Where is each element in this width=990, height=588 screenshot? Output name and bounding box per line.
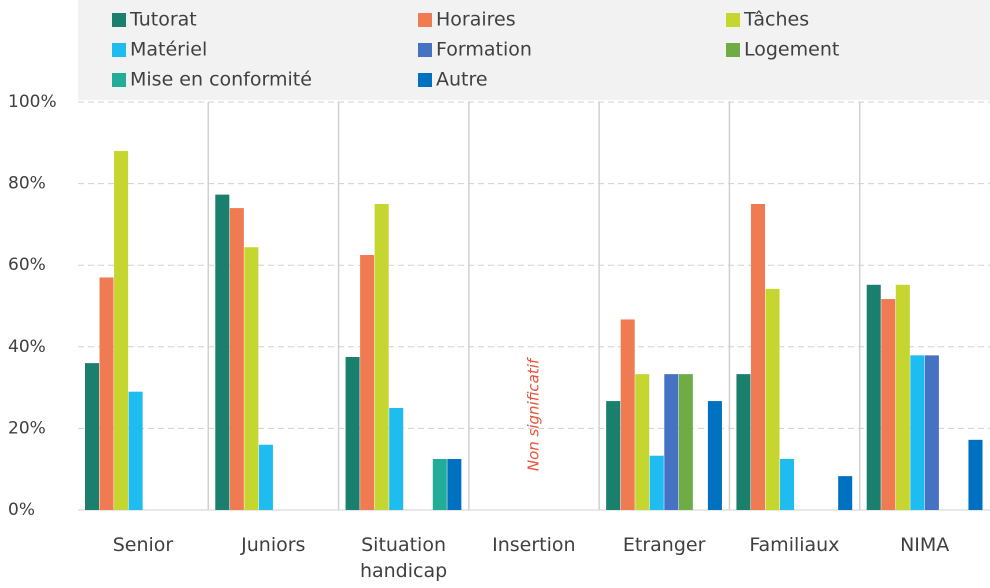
bar [881, 299, 896, 510]
bar [968, 439, 983, 510]
bar [258, 444, 273, 510]
bar [432, 459, 447, 510]
y-tick-label: 80% [8, 174, 46, 194]
bar [215, 194, 230, 510]
bar [765, 288, 780, 510]
x-tick-label: Juniors [241, 534, 306, 556]
bar [707, 401, 722, 510]
y-tick-label: 0% [8, 500, 35, 520]
bar [664, 374, 679, 510]
bar [924, 355, 939, 510]
legend-label: Tutorat [129, 9, 197, 31]
bar [606, 401, 621, 510]
legend-background [78, 0, 990, 100]
bar [447, 459, 462, 510]
x-tick-label: Situation handicap [359, 534, 448, 582]
legend-label: Autre [436, 69, 488, 91]
legend-marker [418, 43, 432, 57]
bar [229, 208, 244, 510]
bar [85, 363, 100, 510]
bar [895, 284, 910, 510]
legend-label: Formation [436, 39, 532, 61]
y-tick-label: 20% [8, 418, 46, 438]
x-tick-label: Insertion [492, 534, 576, 556]
y-tick-label: 100% [8, 92, 57, 112]
bar [99, 277, 114, 510]
legend-marker [112, 13, 126, 27]
bar [389, 408, 404, 510]
y-tick-label: 60% [8, 255, 46, 275]
legend-marker [726, 13, 740, 27]
legend-marker [418, 73, 432, 87]
y-tick-label: 40% [8, 337, 46, 357]
bar [780, 459, 795, 510]
bar [360, 255, 375, 510]
legend-marker [112, 43, 126, 57]
bar [345, 357, 360, 510]
bar [374, 204, 389, 510]
x-tick-label: Familiaux [749, 534, 840, 556]
bar [736, 374, 751, 510]
legend-marker [418, 13, 432, 27]
legend-label: Logement [744, 39, 839, 61]
bar [750, 204, 765, 510]
bar [678, 374, 693, 510]
bar [838, 476, 853, 510]
bar [128, 391, 143, 510]
annotation: Non significatif [525, 356, 543, 471]
legend-marker [726, 43, 740, 57]
legend-marker [112, 73, 126, 87]
x-tick-label: Senior [112, 534, 174, 556]
bar [114, 150, 129, 510]
legend-label: Horaires [436, 9, 516, 31]
bar [635, 374, 650, 510]
bar [620, 319, 635, 510]
bar [649, 455, 664, 510]
bar [866, 284, 881, 510]
legend-label: Mise en conformité [130, 69, 312, 91]
legend-label: Tâches [743, 9, 809, 31]
bar [244, 247, 259, 511]
bar [910, 355, 925, 510]
x-tick-label: NIMA [900, 534, 950, 556]
legend-label: Matériel [130, 39, 207, 61]
x-tick-label: Etranger [622, 534, 706, 556]
